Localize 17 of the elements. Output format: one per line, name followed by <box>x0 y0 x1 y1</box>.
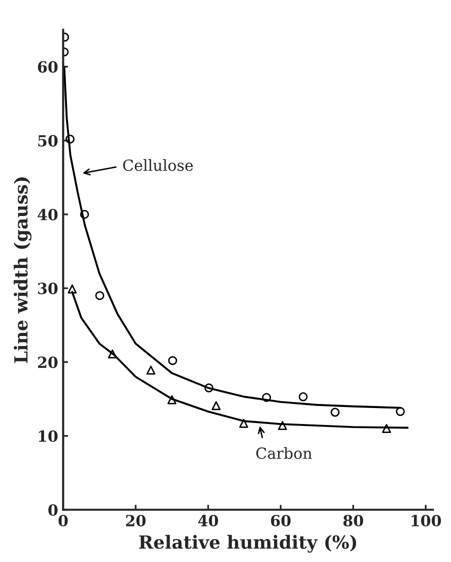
y-axis-title: Line width (gauss) <box>14 177 32 363</box>
x-tick-label: 20 <box>126 514 146 526</box>
annotation: Cellulose <box>123 159 193 172</box>
x-tick-label: 100 <box>412 514 441 526</box>
y-tick-label: 40 <box>38 208 58 220</box>
x-axis-title: Relative humidity (%) <box>139 534 356 553</box>
x-tick-label: 0 <box>58 514 68 526</box>
y-tick-label: 10 <box>38 430 58 442</box>
x-tick-label: 60 <box>271 514 291 526</box>
y-tick-label: 0 <box>48 504 58 516</box>
annotation: Carbon <box>256 447 312 459</box>
x-tick-label: 80 <box>343 514 364 526</box>
y-tick-label: 50 <box>38 135 58 147</box>
y-tick-label: 60 <box>38 61 58 73</box>
y-tick-label: 20 <box>38 356 58 368</box>
x-tick-label: 40 <box>198 514 218 526</box>
y-tick-label: 30 <box>38 282 58 294</box>
